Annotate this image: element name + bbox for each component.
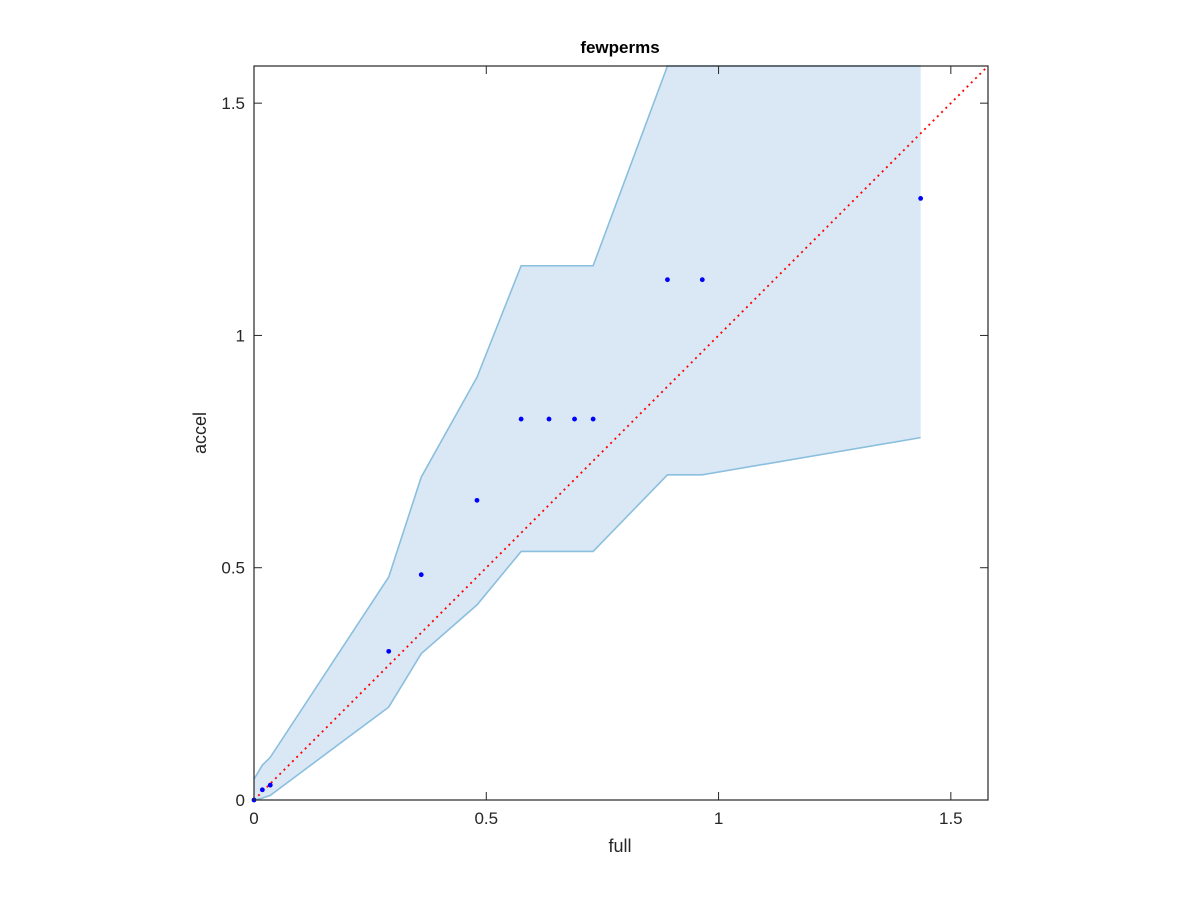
x-tick-label-0: 0 bbox=[249, 809, 258, 828]
data-point-1 bbox=[259, 787, 265, 793]
x-tick-label-1: 0.5 bbox=[474, 809, 498, 828]
reference-line bbox=[253, 65, 989, 801]
x-tick-label-2: 1 bbox=[714, 809, 723, 828]
band-fill bbox=[254, 66, 921, 800]
data-point-6 bbox=[518, 416, 524, 422]
data-point-3 bbox=[386, 648, 392, 654]
y-tick-label-3: 1.5 bbox=[221, 94, 245, 113]
y-tick-label-2: 1 bbox=[236, 326, 245, 345]
data-point-11 bbox=[699, 277, 705, 283]
confidence-band bbox=[253, 65, 921, 801]
tick-marks-and-labels: 0 0.5 1 1.5 0 0.5 1 1.5 bbox=[221, 66, 988, 828]
y-tick-label-1: 0.5 bbox=[221, 559, 245, 578]
axes-box bbox=[253, 65, 989, 801]
data-point-2 bbox=[267, 782, 273, 788]
data-point-7 bbox=[546, 416, 552, 422]
plot-frame bbox=[253, 65, 989, 801]
y-axis-label: accel bbox=[190, 412, 210, 454]
data-point-9 bbox=[590, 416, 596, 422]
data-point-5 bbox=[474, 497, 480, 503]
band-lower-edge bbox=[253, 436, 921, 801]
data-point-8 bbox=[572, 416, 577, 422]
data-points bbox=[251, 195, 924, 803]
chart-title: fewperms bbox=[580, 38, 659, 57]
data-point-12 bbox=[918, 195, 924, 201]
data-point-4 bbox=[418, 572, 424, 578]
x-axis-label: full bbox=[608, 836, 631, 856]
y-tick-label-0: 0 bbox=[236, 791, 245, 810]
data-point-10 bbox=[665, 277, 670, 283]
reference-line-layer bbox=[253, 65, 989, 801]
x-tick-label-3: 1.5 bbox=[939, 809, 963, 828]
